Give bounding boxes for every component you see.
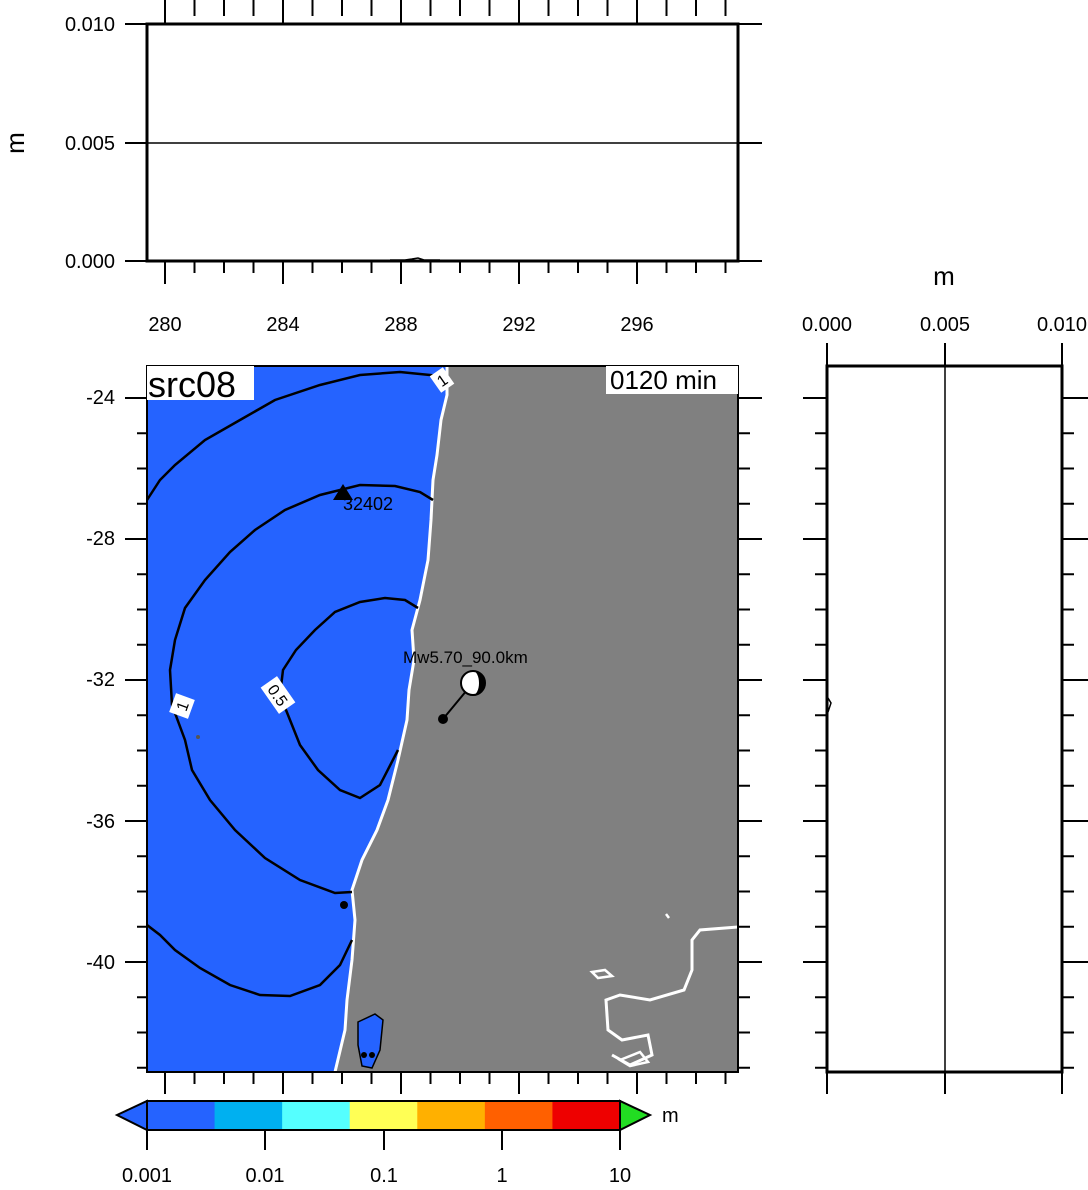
- map-panel: 1 1 0.5: [147, 366, 738, 1072]
- colorbar-segments: [147, 1101, 621, 1130]
- map-xtick-2: 288: [384, 314, 417, 336]
- top-panel-bottom-ticks: [164, 261, 727, 284]
- top-waveform-trace: [390, 257, 440, 261]
- colorbar-segment: [349, 1101, 418, 1130]
- time-label-box: [606, 366, 738, 394]
- colorbar-unit: m: [662, 1105, 679, 1127]
- right-waveform-panel: m 0.000 0.005 0.010: [802, 261, 1088, 1094]
- contour-one-meter: [168, 483, 434, 895]
- colorbar-label-4: 10: [609, 1165, 631, 1187]
- coastline: [333, 366, 449, 1072]
- top-waveform-panel: 0.010 0.005 0.000 m: [0, 0, 762, 284]
- top-ytick-2: 0.000: [65, 251, 115, 273]
- map-xtick-3: 292: [502, 314, 535, 336]
- colorbar-label-1: 0.01: [246, 1165, 285, 1187]
- island-dot: [361, 1052, 367, 1058]
- map-ytick-2: -32: [86, 669, 115, 691]
- colorbar-segment: [552, 1101, 621, 1130]
- right-panel-left-ticks: [803, 397, 827, 1069]
- map-ytick-0: -24: [86, 387, 115, 409]
- colorbar-label-3: 1: [496, 1165, 507, 1187]
- right-xtick-1: 0.005: [920, 314, 970, 336]
- top-ytick-1: 0.005: [65, 133, 115, 155]
- source-label: Mw5.70_90.0km: [403, 648, 528, 667]
- contour-label-west: 1: [169, 693, 195, 719]
- top-panel-ylabel: m: [0, 132, 30, 154]
- map-title-box: [147, 366, 254, 400]
- land-area: [335, 366, 738, 1072]
- contour-label-top: 1: [429, 367, 455, 393]
- colorbar-segment: [282, 1101, 351, 1130]
- right-xtick-0: 0.000: [802, 314, 852, 336]
- map-left-ticks: [125, 397, 147, 1069]
- colorbar-high-arrow: [619, 1099, 653, 1132]
- right-panel-xlabel: m: [933, 261, 955, 291]
- map-bottom-ticks: [164, 1072, 727, 1094]
- map-xtick-0: 280: [148, 314, 181, 336]
- right-panel-right-ticks: [1062, 397, 1088, 1069]
- right-xtick-2: 0.010: [1037, 314, 1087, 336]
- colorbar-segment: [214, 1101, 283, 1130]
- map-ytick-3: -36: [86, 811, 115, 833]
- map-ytick-1: -28: [86, 528, 115, 550]
- map-right-ticks: [738, 397, 762, 1069]
- colorbar-low-arrow: [114, 1099, 148, 1132]
- top-ytick-0: 0.010: [65, 14, 115, 36]
- island-dot: [196, 735, 200, 739]
- inland-lake-small: [589, 968, 615, 980]
- epicenter-dot: [438, 714, 448, 724]
- colorbar: m 0.001 0.01 0.1 1 10: [114, 1099, 679, 1187]
- colorbar-segment: [417, 1101, 486, 1130]
- colorbar-segment: [147, 1101, 216, 1130]
- contour-half-meter: [278, 596, 419, 800]
- top-panel-top-ticks: [164, 0, 727, 24]
- map-xtick-1: 284: [266, 314, 299, 336]
- map-x-axis: 280 284 288 292 296: [148, 314, 653, 336]
- colorbar-label-2: 0.1: [370, 1165, 398, 1187]
- colorbar-label-0: 0.001: [122, 1165, 172, 1187]
- station-label: 32402: [343, 494, 393, 514]
- island-dot: [369, 1052, 375, 1058]
- map-y-axis: -24 -28 -32 -36 -40: [86, 387, 115, 974]
- contour-outer: [147, 370, 441, 501]
- colorbar-segment: [484, 1101, 553, 1130]
- time-label: 0120 min: [610, 365, 717, 395]
- map-frame: [146, 365, 739, 1073]
- station-triangle-icon: [333, 484, 353, 500]
- contour-outer-south: [147, 924, 354, 998]
- map-xtick-4: 296: [620, 314, 653, 336]
- inland-lake-outline: [604, 925, 738, 1067]
- right-waveform-trace: [827, 697, 832, 713]
- island-dot: [340, 901, 348, 909]
- source-marker: Mw5.70_90.0km: [403, 648, 528, 724]
- map-title: src08: [148, 364, 236, 405]
- map-ytick-4: -40: [86, 952, 115, 974]
